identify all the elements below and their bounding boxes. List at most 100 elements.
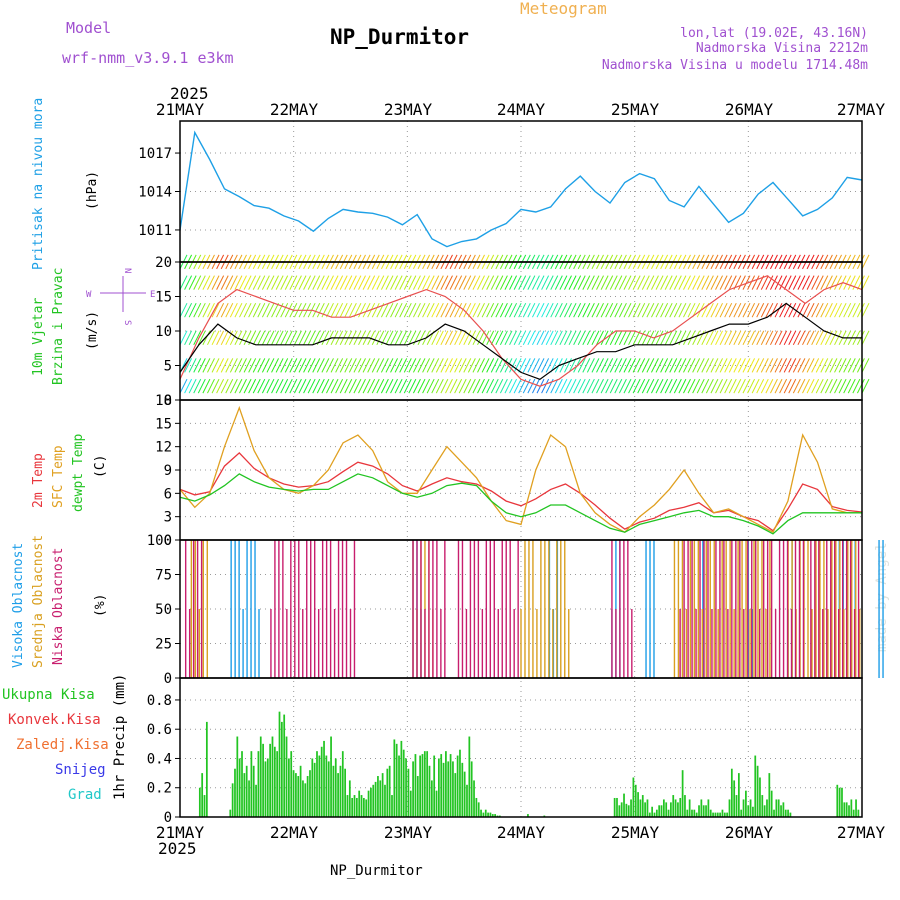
wind-barb [490, 330, 499, 346]
wind-barb [289, 358, 298, 373]
precip-bar [782, 802, 785, 817]
wind-barb [330, 302, 339, 318]
wind-barb [811, 358, 820, 373]
wind-barb [252, 330, 261, 346]
precip-bar [644, 802, 646, 817]
wind-barb [481, 302, 490, 318]
wind-barb [637, 330, 646, 346]
wind-barb [554, 302, 563, 318]
wind-barb [751, 358, 760, 373]
wind-barb [811, 275, 820, 290]
wind-barb [815, 275, 824, 290]
precip-label-conv: Konvek.Kisa [8, 712, 101, 728]
precip-bar [766, 799, 768, 817]
wind-barb [522, 358, 531, 373]
wind-barb [426, 378, 435, 394]
wind-barb [408, 275, 417, 290]
wind-barb [600, 378, 609, 394]
wind-barb [458, 275, 467, 290]
wind-barb [559, 302, 568, 318]
precip-bar [620, 802, 623, 817]
wind-barb [184, 330, 193, 346]
wind-barb [513, 378, 522, 394]
precip-bar [780, 805, 782, 817]
precip-bar [229, 809, 232, 817]
precip-unit: 1hr Precip (mm) [112, 674, 128, 800]
wind-barb [376, 330, 385, 346]
watermark: made by Angel [874, 542, 890, 652]
wind-barb [765, 330, 774, 346]
wind-barb [344, 275, 353, 290]
wind-barb [326, 358, 334, 373]
precip-bar [395, 743, 398, 817]
wind-barb [193, 358, 202, 373]
pressure-tick-label: 1011 [138, 223, 172, 239]
wind-barb [266, 330, 275, 346]
wind-barb [591, 330, 600, 346]
wind-barb [655, 358, 664, 373]
wind-barb [856, 302, 865, 318]
precip-bar [273, 746, 276, 817]
station-title: NP_Durmitor [330, 25, 469, 49]
precip-bar [372, 784, 375, 817]
wind-barb [271, 330, 279, 346]
wind-barb [252, 275, 261, 290]
wind-barb [747, 378, 756, 394]
wind-barb [797, 378, 806, 394]
wind-barb [559, 330, 568, 346]
precip-bar [358, 790, 361, 817]
wind-barb [568, 302, 577, 318]
wind-barb [385, 330, 394, 346]
wind-barb [211, 378, 220, 394]
precip-bar [245, 765, 248, 817]
wind-barb [811, 378, 820, 394]
wind-barb [632, 378, 641, 394]
date-label-bottom: 25MAY [611, 823, 660, 842]
wind-barb [449, 330, 458, 346]
precip-bar [770, 790, 773, 817]
pressure-tick-label: 1017 [138, 146, 172, 162]
wind-barb [467, 275, 476, 290]
wind-barb [261, 302, 270, 318]
date-label-top: 22MAY [270, 100, 319, 119]
cloud-label-low: Niska Oblacnost [51, 548, 66, 665]
wind-barb [774, 275, 783, 290]
precip-bar [236, 736, 239, 817]
date-label-top: 23MAY [384, 100, 433, 119]
precip-bar [414, 754, 417, 817]
temp-line-1 [179, 405, 862, 534]
wind-barb [454, 330, 463, 346]
precip-bar [325, 755, 328, 817]
wind-barb [362, 358, 371, 373]
precip-bar [480, 809, 482, 817]
wind-barb [829, 330, 838, 346]
wind-barb [431, 275, 440, 290]
wind-barb [861, 330, 870, 346]
wind-barb [728, 302, 737, 318]
precip-bar [269, 743, 272, 817]
wind-barb [724, 275, 733, 290]
precip-bar [299, 765, 302, 817]
wind-label-1: 10m Vjetar [31, 298, 46, 376]
wind-barb [760, 330, 769, 346]
precip-tick-label: 0.4 [147, 751, 172, 767]
wind-barb [861, 358, 870, 373]
wind-barb [298, 378, 307, 394]
wind-barb [303, 275, 312, 290]
wind-barb [261, 378, 270, 394]
precip-bar [360, 795, 363, 817]
wind-barb [628, 358, 637, 373]
wind-barb [184, 358, 193, 373]
precip-bar [402, 749, 405, 817]
precip-label-frz: Zaledj.Kisa [16, 737, 109, 753]
wind-barb [779, 330, 788, 346]
precip-bar [613, 797, 616, 817]
precip-bar [309, 770, 311, 817]
wind-barb [664, 302, 673, 318]
wind-barb [220, 330, 229, 346]
precip-bar [693, 809, 696, 817]
wind-barb [399, 330, 408, 346]
temperature-tick-label: 18 [155, 393, 172, 409]
wind-barb [692, 378, 701, 394]
